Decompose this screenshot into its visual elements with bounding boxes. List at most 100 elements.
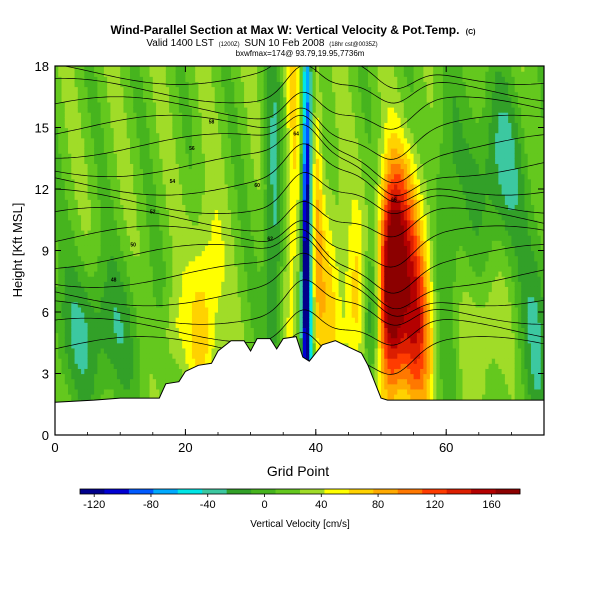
field-cell (270, 255, 275, 262)
field-cell (120, 276, 125, 282)
field-cell (253, 117, 258, 123)
field-cell (276, 230, 281, 236)
field-cell (231, 219, 235, 226)
field-cell (198, 291, 203, 298)
field-cell (224, 86, 229, 93)
field-cell (87, 388, 92, 395)
field-cell (149, 224, 154, 231)
field-cell (58, 271, 63, 277)
field-cell (116, 189, 121, 195)
field-cell (270, 132, 275, 139)
field-cell (178, 178, 183, 185)
field-cell (208, 71, 213, 77)
field-cell (94, 224, 98, 231)
field-cell (201, 353, 206, 359)
field-cell (231, 173, 235, 180)
field-cell (120, 296, 125, 303)
field-cell (74, 178, 79, 185)
field-cell (165, 291, 170, 298)
field-cell (152, 86, 157, 93)
field-cell (123, 312, 128, 318)
field-cell (136, 153, 141, 159)
field-cell (188, 240, 193, 246)
field-cell (253, 163, 258, 170)
field-cell (182, 363, 186, 369)
field-cell (68, 189, 72, 195)
field-cell (123, 112, 128, 118)
field-cell (234, 122, 239, 129)
field-cell (273, 194, 278, 200)
field-cell (149, 286, 154, 293)
field-cell (97, 148, 102, 154)
field-cell (97, 189, 102, 195)
field-cell (169, 271, 173, 277)
field-cell (143, 312, 147, 318)
field-cell (120, 306, 125, 313)
field-cell (71, 158, 76, 164)
field-cell (120, 153, 125, 159)
field-cell (133, 312, 138, 318)
field-cell (133, 189, 138, 195)
field-cell (103, 142, 108, 149)
field-cell (136, 178, 141, 185)
field-cell (146, 96, 151, 103)
field-cell (64, 373, 69, 380)
field-cell (81, 214, 85, 221)
field-cell (276, 224, 281, 231)
field-cell (234, 301, 239, 308)
field-cell (195, 291, 200, 298)
field-cell (107, 142, 112, 149)
field-cell (253, 137, 258, 144)
field-cell (221, 163, 226, 170)
field-cell (107, 183, 112, 190)
field-cell (260, 158, 265, 164)
field-cell (201, 142, 206, 149)
field-cell (159, 117, 164, 123)
field-cell (188, 235, 193, 241)
field-cell (162, 240, 167, 246)
field-cell (270, 66, 275, 72)
field-cell (172, 271, 177, 277)
field-cell (178, 368, 183, 375)
field-cell (94, 86, 98, 93)
field-cell (221, 224, 226, 231)
field-cell (133, 368, 138, 375)
field-cell (110, 219, 115, 226)
field-cell (221, 199, 226, 205)
field-cell (87, 347, 92, 354)
field-cell (156, 204, 160, 211)
field-cell (263, 286, 268, 293)
field-cell (103, 271, 108, 277)
field-cell (266, 235, 271, 241)
field-cell (139, 317, 144, 323)
field-cell (139, 91, 144, 98)
field-cell (231, 153, 235, 159)
field-cell (247, 230, 252, 236)
field-cell (107, 117, 112, 123)
field-cell (198, 199, 203, 205)
field-cell (250, 209, 255, 216)
field-cell (227, 219, 232, 226)
field-cell (136, 219, 141, 226)
field-cell (107, 255, 112, 262)
field-cell (159, 235, 164, 241)
field-cell (172, 107, 177, 113)
field-cell (87, 91, 92, 98)
field-cell (234, 312, 239, 318)
field-cell (55, 306, 59, 313)
field-cell (71, 153, 76, 159)
field-cell (165, 153, 170, 159)
field-cell (224, 281, 229, 287)
field-cell (188, 327, 193, 334)
field-cell (191, 117, 196, 123)
field-cell (143, 276, 147, 282)
field-cell (126, 358, 131, 364)
field-cell (123, 332, 128, 339)
field-cell (97, 281, 102, 287)
field-cell (218, 91, 222, 98)
field-cell (211, 306, 216, 313)
field-cell (152, 265, 157, 272)
field-cell (64, 322, 69, 328)
field-cell (182, 358, 186, 364)
field-cell (156, 358, 160, 364)
